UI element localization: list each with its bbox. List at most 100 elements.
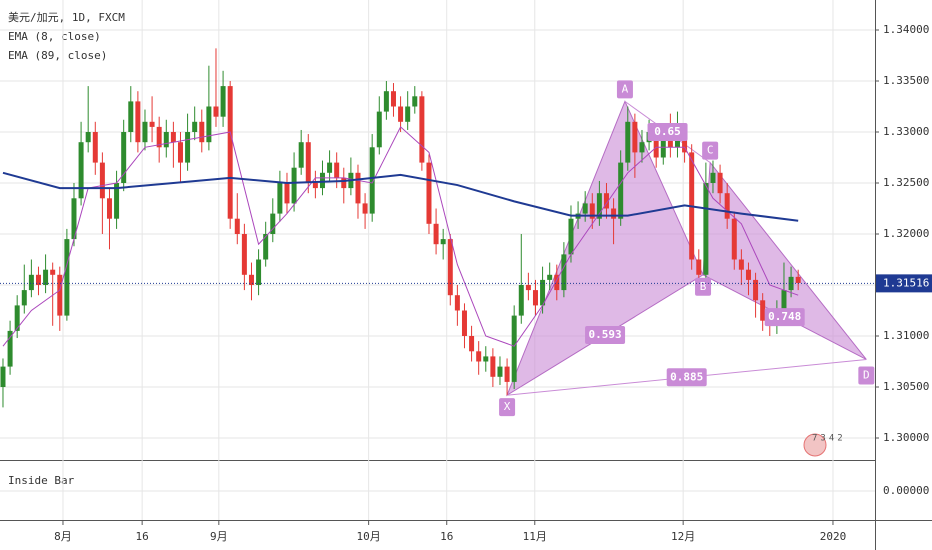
symbol-title: 美元/加元, 1D, FXCM	[8, 11, 125, 24]
candle-body	[43, 269, 49, 285]
point-box	[702, 141, 719, 160]
candle-body	[511, 315, 517, 382]
point-label: B	[700, 280, 707, 293]
candle-body	[561, 254, 567, 291]
candle-body	[653, 132, 659, 158]
y-tick-label: 1.32000	[883, 227, 929, 240]
candle-body	[753, 279, 759, 301]
candle-body	[440, 239, 446, 245]
ratio-label: 0.65	[654, 125, 681, 138]
candle-body	[454, 295, 460, 311]
y-tick-label: 1.30000	[883, 431, 929, 444]
point-box	[695, 277, 712, 296]
candle-body	[149, 121, 155, 127]
x-tick-label: 2020	[820, 530, 847, 543]
candle-body	[554, 274, 560, 291]
candle-body	[419, 96, 425, 163]
candle-body	[625, 121, 631, 163]
candle-body	[504, 366, 510, 382]
candle-body	[241, 234, 247, 275]
candle-body	[170, 132, 176, 143]
ratio-label: 0.885	[670, 370, 703, 383]
candle-body	[745, 269, 751, 280]
candle-body	[78, 142, 84, 199]
candle-body	[632, 121, 638, 153]
candle-body	[206, 106, 212, 143]
candle-body	[476, 351, 482, 362]
ratio-label: 0.593	[588, 328, 621, 341]
candle-body	[248, 274, 254, 285]
x-tick-label: 16	[440, 530, 453, 543]
y-tick-label: 1.33000	[883, 125, 929, 138]
x-tick-label: 8月	[54, 530, 72, 543]
y-tick-label: 1.33500	[883, 74, 929, 87]
last-price-label: 1.31516	[883, 276, 929, 289]
candle-body	[298, 142, 304, 168]
candle-body	[35, 274, 41, 285]
candle-body	[369, 147, 375, 214]
candle-body	[355, 172, 361, 204]
candle-body	[284, 183, 290, 204]
candle-body	[341, 177, 347, 189]
candle-body	[334, 162, 340, 178]
point-label: X	[504, 400, 511, 413]
candle-body	[156, 126, 162, 148]
candle-body	[738, 259, 744, 270]
candle-body	[277, 183, 283, 214]
candle-body	[703, 183, 709, 275]
indicator-title: Inside Bar	[8, 474, 75, 487]
candle-body	[99, 162, 105, 199]
candle-body	[376, 111, 382, 148]
candle-body	[717, 172, 723, 194]
candle-body	[71, 198, 77, 240]
candle-body	[696, 259, 702, 275]
candle-body	[760, 300, 766, 321]
candle-body	[270, 213, 276, 234]
candle-body	[447, 239, 453, 296]
candle-body	[518, 285, 524, 316]
candle-body	[362, 203, 368, 214]
candle-body	[213, 106, 219, 117]
ratio-label: 0.748	[768, 310, 801, 323]
candle-body	[135, 101, 141, 143]
candle-body	[724, 193, 730, 219]
candle-body	[7, 330, 13, 367]
candle-body	[618, 162, 624, 219]
last-price-box	[876, 274, 932, 293]
candle-body	[291, 167, 297, 204]
candle-body	[312, 183, 318, 189]
watermark: 7342	[812, 434, 846, 444]
candle-body	[64, 239, 70, 316]
candle-body	[128, 101, 134, 132]
ratio-box	[666, 368, 707, 387]
ema-line	[2, 171, 799, 222]
candle-body	[327, 162, 333, 173]
candle-body	[57, 274, 63, 316]
candle-body	[540, 279, 546, 306]
candle-body	[461, 310, 467, 336]
candle-body	[788, 276, 794, 291]
candle-body	[611, 208, 617, 219]
candle-body	[256, 259, 262, 285]
y-tick-label: 0.00000	[883, 484, 929, 497]
y-tick-label: 1.30500	[883, 380, 929, 393]
x-tick-label: 12月	[671, 530, 695, 543]
candle-body	[383, 91, 389, 112]
candle-body	[568, 218, 574, 255]
x-tick-label: 10月	[357, 530, 381, 543]
candle-body	[192, 121, 198, 132]
candle-body	[0, 366, 6, 387]
candle-body	[142, 121, 148, 143]
candle-body	[21, 290, 27, 306]
candle-body	[490, 356, 496, 377]
candle-body	[795, 276, 801, 283]
candle-body	[220, 86, 226, 117]
point-label: C	[707, 144, 714, 157]
candle-body	[710, 172, 716, 183]
candle-body	[589, 203, 595, 219]
candle-body	[199, 121, 205, 143]
candle-body	[305, 142, 311, 183]
candle-body	[28, 274, 34, 291]
candle-body	[85, 132, 91, 143]
y-tick-label: 1.32500	[883, 176, 929, 189]
